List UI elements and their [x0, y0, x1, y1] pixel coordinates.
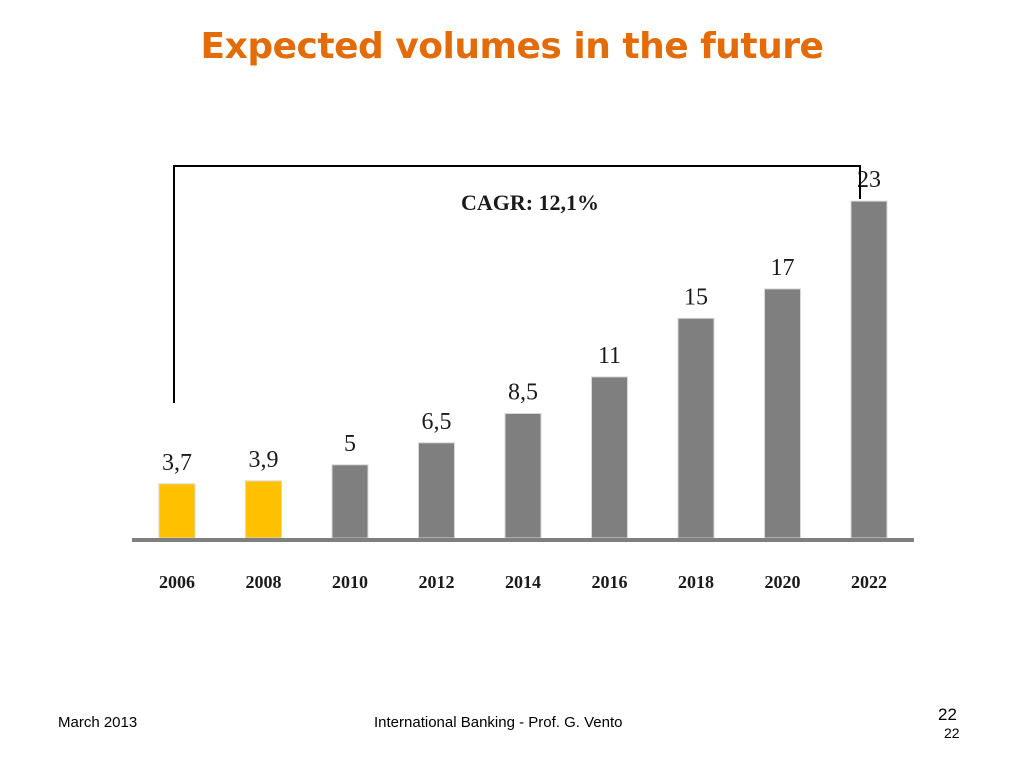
bar-2006	[158, 483, 196, 539]
x-tick-label-2014: 2014	[505, 572, 541, 592]
x-tick-label-2010: 2010	[332, 572, 368, 592]
x-tick-label-2012: 2012	[419, 572, 455, 592]
bar-2020	[764, 288, 801, 539]
x-tick-label-2016: 2016	[592, 572, 628, 592]
bar-2016	[591, 376, 628, 539]
bar-2008	[245, 480, 282, 539]
x-tick-label-2008: 2008	[246, 572, 282, 592]
bar-2010	[331, 464, 369, 539]
slide-title: Expected volumes in the future	[200, 26, 824, 67]
bar-2022	[850, 200, 888, 539]
value-label-2008: 3,9	[249, 447, 279, 473]
value-label-2010: 5	[344, 431, 356, 457]
bar-2014	[504, 413, 542, 539]
x-tick-label-2006: 2006	[159, 572, 195, 592]
x-tick-label-2020: 2020	[765, 572, 801, 592]
value-label-2016: 11	[598, 343, 621, 369]
value-label-2020: 17	[771, 255, 795, 281]
cagr-bracket	[173, 165, 861, 403]
footer-page-number: 22	[938, 705, 957, 724]
bar-2012	[418, 442, 455, 539]
value-label-2012: 6,5	[422, 409, 452, 435]
footer-date: March 2013	[58, 714, 138, 731]
value-label-2006: 3,7	[162, 450, 192, 476]
cagr-annotation: CAGR: 12,1%	[461, 190, 599, 215]
bar-2018	[677, 317, 715, 539]
footer-course-title: International Banking - Prof. G. Vento	[374, 714, 623, 731]
x-tick-label-2022: 2022	[851, 572, 887, 592]
footer-page-number-small: 22	[944, 725, 960, 741]
value-label-2014: 8,5	[508, 380, 538, 406]
value-label-2018: 15	[684, 284, 708, 310]
x-tick-label-2018: 2018	[678, 572, 714, 592]
